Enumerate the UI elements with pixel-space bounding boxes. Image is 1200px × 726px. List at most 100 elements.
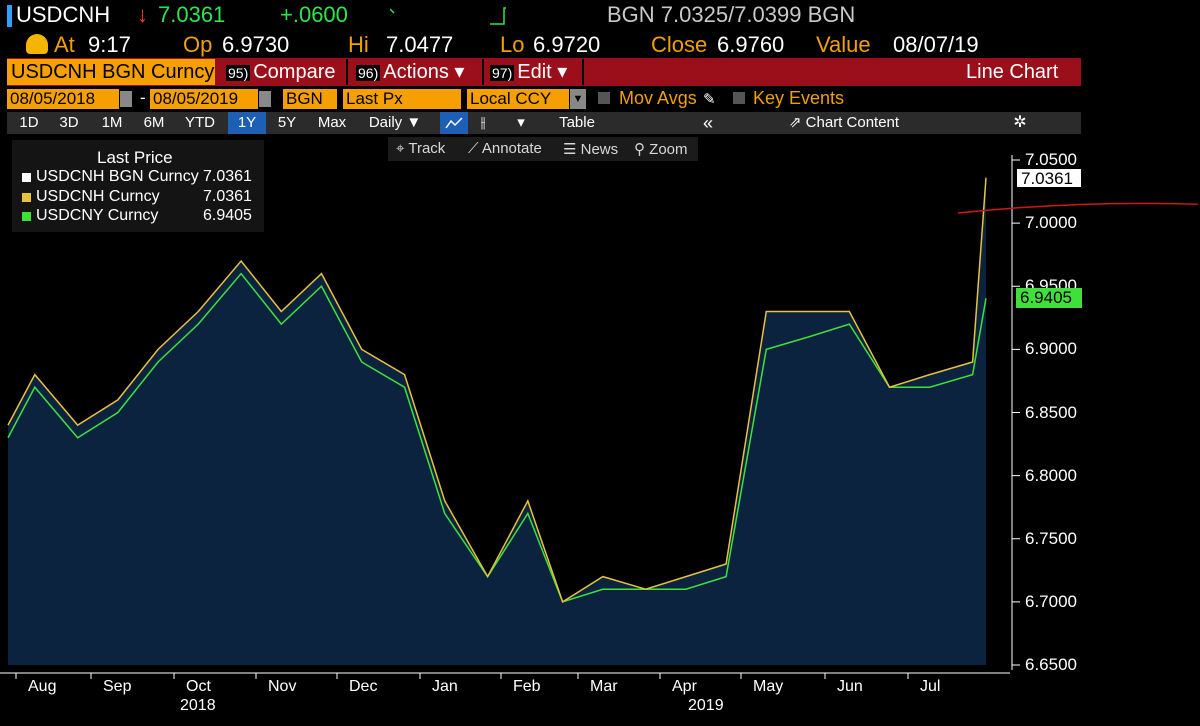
x-tick-label: Nov (268, 678, 297, 695)
calendar-icon[interactable] (259, 91, 271, 107)
legend-swatch (22, 193, 31, 202)
range-1d-button[interactable]: 1D (19, 114, 39, 131)
source-field[interactable]: BGN (283, 89, 337, 109)
legend-item-value: 7.0361 (203, 188, 252, 205)
key-events-label: Key Events (753, 88, 845, 108)
price-chart[interactable] (0, 135, 1200, 695)
compare-label: Compare (253, 61, 336, 83)
low-value: 6.9720 (533, 32, 601, 57)
news-label: News (580, 141, 619, 158)
close-label: Close (651, 32, 708, 57)
range-5y-button[interactable]: 5Y (277, 114, 297, 131)
x-year-label: 2019 (688, 697, 724, 714)
mov-avgs-checkbox[interactable] (598, 92, 610, 104)
menu-divider (482, 59, 484, 85)
actions-button[interactable]: 96) Actions ▾ (356, 59, 464, 85)
legend-item-name: USDCNH Curncy (36, 188, 160, 205)
chart-toolbar (388, 137, 698, 161)
x-tick-label: Sep (103, 678, 132, 695)
table-button[interactable]: Table (559, 114, 595, 131)
high-value: 7.0477 (386, 32, 454, 57)
ticker-symbol[interactable]: USDCNH (16, 2, 111, 27)
chevron-down-icon[interactable]: ▼ (570, 89, 586, 109)
field-selector[interactable]: Last Px (343, 89, 461, 109)
low-label: Lo (500, 32, 525, 57)
mov-avgs-label: Mov Avgs (619, 88, 697, 108)
compare-button[interactable]: 95) Compare (226, 59, 336, 85)
y-tick-label: 7.0500 (1025, 150, 1077, 169)
x-tick-label: Dec (349, 678, 378, 695)
gauge-icon[interactable] (26, 34, 48, 54)
last-price: 7.0361 (158, 2, 226, 27)
high-label: Hi (348, 32, 369, 57)
net-change: +.0600 (280, 2, 348, 27)
edit-button[interactable]: 97) Edit ▾ (490, 59, 567, 85)
legend-swatch (22, 212, 31, 221)
frequency-dropdown[interactable]: Daily ▼ (368, 114, 422, 131)
x-tick-label: Oct (186, 678, 211, 695)
x-tick-label: Apr (672, 678, 697, 695)
pencil-icon[interactable]: ✎ (703, 91, 716, 108)
range-ytd-button[interactable]: YTD (185, 114, 215, 131)
zoom-tool[interactable]: ⚲ Zoom (634, 140, 688, 158)
range-max-button[interactable]: Max (317, 114, 347, 131)
annotate-tool[interactable]: ⟋ Annotate (468, 140, 542, 157)
x-tick-label: Aug (28, 678, 57, 695)
y-tick-label: 6.9000 (1025, 339, 1077, 359)
key-events-checkbox[interactable] (733, 92, 745, 104)
pen-icon: ⟋ (468, 140, 482, 157)
ticker-marker (7, 5, 12, 27)
range-6m-button[interactable]: 6M (143, 114, 165, 131)
annotation-line (957, 202, 1199, 214)
y-tick-label: 6.8000 (1025, 465, 1077, 485)
y-tick-label: 6.7000 (1025, 591, 1077, 611)
range-3d-button[interactable]: 3D (59, 114, 79, 131)
series-line-usdcny (7, 272, 987, 603)
x-tick-label: Mar (590, 678, 618, 695)
chart-type-button[interactable]: Line Chart (966, 61, 1059, 83)
legend-swatch (22, 173, 31, 182)
close-value: 6.9760 (717, 32, 785, 57)
security-field[interactable]: USDCNH BGN Curncy (7, 59, 215, 85)
track-tool[interactable]: ⌖ Track (396, 140, 445, 157)
menu-divider (582, 59, 584, 85)
at-time: 9:17 (88, 32, 131, 57)
bar-chart-icon[interactable]: ⫲ (480, 114, 486, 131)
value-label: Value (816, 32, 871, 57)
chart-content-label: Chart Content (805, 114, 900, 131)
date-range-dash: - (140, 88, 146, 107)
collapse-icon[interactable]: « (702, 113, 713, 133)
last-value-tag: 7.0361 (1016, 167, 1082, 188)
gear-icon[interactable]: ✲ (1013, 114, 1027, 131)
y-tick-label: 6.6500 (1025, 655, 1077, 674)
actions-label: Actions ▾ (383, 61, 465, 83)
calendar-icon[interactable] (120, 91, 132, 107)
start-date-field[interactable]: 08/05/2018 (7, 89, 119, 109)
end-date-field[interactable]: 08/05/2019 (150, 89, 258, 109)
x-year-label: 2018 (180, 697, 216, 714)
line-chart-icon[interactable] (440, 112, 468, 134)
legend-item-value: 7.0361 (203, 168, 252, 185)
legend-item-name: USDCNY Curncy (36, 207, 159, 224)
x-tick-label: Jan (432, 678, 458, 695)
x-tick-label: Jun (837, 678, 863, 695)
menu-divider (346, 59, 348, 85)
news-icon: ☰ (563, 141, 581, 158)
legend-item-value: 6.9405 (203, 207, 252, 224)
area-fill (8, 177, 986, 666)
range-1m-button[interactable]: 1M (101, 114, 123, 131)
annotate-label: Annotate (481, 140, 542, 157)
down-arrow-icon: ↓ (137, 2, 148, 27)
legend-item-name: USDCNH BGN Curncy (36, 168, 199, 185)
y-tick-label: 6.7500 (1025, 528, 1077, 548)
chart-style-dropdown-icon[interactable]: ▾ (517, 114, 525, 131)
range-1y-button[interactable]: 1Y (228, 112, 266, 134)
currency-field[interactable]: Local CCY (467, 89, 569, 109)
edit-label: Edit ▾ (517, 61, 568, 83)
magnifier-icon: ⚲ (634, 141, 650, 158)
crosshair-icon: ⌖ (396, 140, 409, 157)
x-tick-label: Feb (513, 678, 541, 695)
news-tool[interactable]: ☰ News (563, 140, 618, 158)
chart-content-button[interactable]: ⇗ Chart Content (770, 112, 918, 134)
open-value: 6.9730 (222, 32, 290, 57)
